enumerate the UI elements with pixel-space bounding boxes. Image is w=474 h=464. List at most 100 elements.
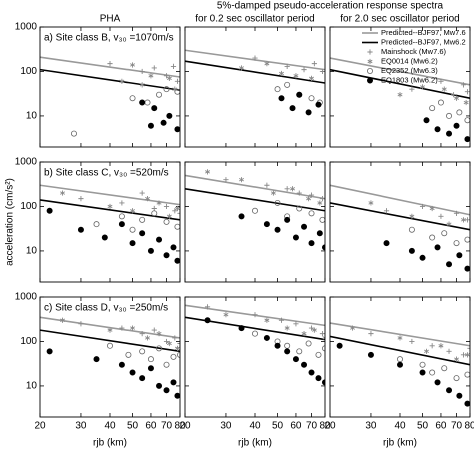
marker-plus	[438, 213, 444, 219]
x-tick-label: 80	[319, 421, 331, 432]
marker-plus	[460, 82, 467, 88]
marker-star	[264, 317, 270, 323]
marker-filled-circle	[139, 99, 146, 106]
x-tick-label: 60	[435, 421, 447, 432]
prediction-line	[185, 187, 325, 212]
panel-frame	[329, 26, 471, 148]
marker-filled-circle	[284, 348, 291, 355]
y-tick-label: 100	[20, 201, 37, 212]
marker-plus	[308, 325, 315, 331]
marker-filled-circle	[174, 257, 180, 264]
marker-open-circle	[274, 199, 281, 206]
marker-filled-circle	[263, 221, 270, 228]
marker-filled-circle	[139, 230, 146, 237]
panel: for 0.2 sec oscillator period	[184, 14, 326, 148]
marker-star	[145, 196, 151, 202]
marker-star	[166, 340, 172, 347]
marker-open-circle	[305, 340, 312, 347]
marker-open-circle	[147, 356, 154, 363]
marker-filled-circle	[170, 244, 177, 251]
marker-star	[205, 169, 211, 175]
marker-plus	[296, 190, 302, 196]
x-tick-label: 20	[324, 421, 336, 432]
marker-filled-circle	[163, 252, 170, 259]
marker-filled-circle	[296, 91, 303, 98]
marker-filled-circle	[118, 361, 125, 368]
marker-star	[460, 217, 466, 223]
marker-filled-circle	[46, 348, 53, 355]
marker-plus	[252, 55, 258, 61]
marker-filled-circle	[456, 392, 463, 399]
prediction-line	[330, 57, 470, 86]
x-tick-label: 80	[174, 421, 186, 432]
x-tick-label: 20	[179, 421, 191, 432]
plot-area	[40, 184, 180, 264]
marker-star	[174, 345, 180, 351]
marker-open-circle	[170, 353, 177, 360]
marker-open-circle	[139, 216, 146, 223]
marker-filled-circle	[204, 317, 211, 324]
prediction-line	[330, 322, 470, 347]
marker-open-circle	[251, 207, 258, 214]
panel-frame	[39, 296, 181, 418]
marker-open-circle	[174, 223, 180, 230]
marker-open-circle	[118, 213, 125, 220]
marker-filled-circle	[46, 207, 53, 214]
marker-star	[290, 186, 296, 192]
marker-open-circle	[453, 375, 460, 382]
marker-star	[166, 213, 172, 219]
plot-area	[330, 57, 470, 143]
marker-plus	[177, 340, 180, 347]
marker-plus	[151, 205, 157, 212]
marker-star	[239, 65, 245, 71]
prediction-line	[330, 335, 470, 366]
figure-title: 5%-damped pseudo-acceleration response s…	[217, 1, 444, 12]
marker-plus	[438, 78, 444, 84]
marker-open-circle	[464, 371, 470, 378]
panel: 10 100 1000 b) Site class C, v₃₀ =520m/s acc…	[5, 157, 181, 283]
x-tick-label: 60	[145, 421, 157, 432]
prediction-line	[40, 68, 180, 91]
marker-open-circle	[156, 345, 163, 352]
marker-plus	[177, 210, 180, 216]
marker-plus	[446, 348, 452, 354]
marker-star	[446, 221, 452, 227]
marker-open-circle	[129, 95, 136, 102]
marker-open-circle	[296, 348, 303, 355]
legend-label: EQ0014 (Mw6.2)	[381, 56, 438, 65]
prediction-line	[330, 184, 470, 216]
panel-annotation: a) Site class B, v₃₀ =1070m/s	[44, 33, 174, 44]
marker-star	[317, 200, 323, 206]
marker-filled-circle	[464, 400, 470, 407]
x-tick-label: 40	[394, 421, 406, 432]
marker-filled-circle	[408, 247, 415, 254]
marker-plus	[284, 186, 290, 192]
marker-plus	[460, 352, 467, 358]
marker-filled-circle	[93, 356, 100, 363]
marker-filled-circle	[446, 130, 453, 137]
marker-plus	[409, 86, 415, 92]
y-tick-label: 100	[20, 336, 37, 347]
marker-star	[239, 177, 245, 183]
marker-plus	[78, 321, 84, 327]
x-tick-label: 30	[75, 421, 87, 432]
prediction-line	[185, 174, 325, 200]
marker-filled-circle	[139, 375, 146, 382]
legend-marker	[366, 68, 373, 75]
marker-filled-circle	[419, 369, 426, 376]
marker-star	[441, 86, 447, 92]
plot-area	[330, 184, 470, 272]
marker-star	[424, 348, 429, 354]
x-axis-label: rjb (km)	[383, 438, 417, 449]
marker-plus	[319, 68, 325, 75]
marker-star	[311, 327, 317, 333]
marker-star	[107, 203, 113, 210]
marker-filled-circle	[129, 369, 136, 376]
marker-filled-circle	[129, 240, 136, 247]
y-tick-label: 1000	[15, 292, 38, 303]
prediction-line	[40, 56, 180, 78]
panel: PHA 10 100 1000 a) Site class B, v₃₀ =1070m/…	[15, 14, 181, 148]
x-tick-label: 30	[220, 421, 232, 432]
marker-filled-circle	[156, 382, 163, 389]
marker-filled-circle	[396, 361, 403, 368]
